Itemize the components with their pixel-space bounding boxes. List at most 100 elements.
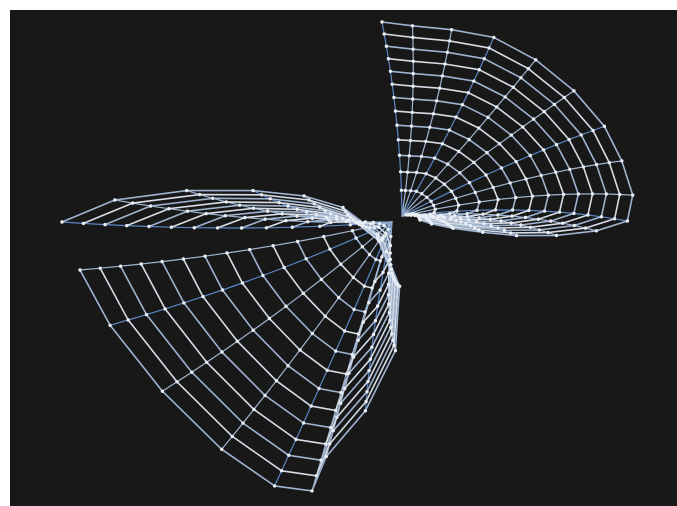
right-lobe-vertex: [382, 32, 386, 36]
right-lobe-vertex: [388, 69, 393, 73]
left-lobe-vertex: [319, 277, 324, 282]
left-lobe-vertex: [333, 408, 338, 413]
right-lobe-vertex: [477, 216, 481, 220]
left-lobe-vertex: [181, 257, 186, 261]
right-lobe-vertex: [524, 177, 528, 181]
right-lobe-vertex: [442, 182, 447, 186]
right-lobe-vertex: [523, 215, 528, 220]
left-lobe-vertex: [294, 437, 298, 442]
left-lobe-vertex: [243, 215, 247, 220]
right-lobe-vertex: [472, 79, 476, 83]
right-lobe-vertex: [405, 170, 410, 174]
right-lobe-vertex: [466, 91, 470, 95]
left-lobe-vertex: [378, 288, 382, 292]
left-lobe-vertex: [372, 226, 376, 230]
right-lobe-vertex: [467, 218, 471, 222]
right-lobe-vertex: [448, 212, 452, 216]
left-lobe-vertex: [388, 318, 392, 322]
left-lobe-vertex: [190, 370, 194, 374]
left-lobe-vertex: [364, 399, 368, 404]
left-lobe-vertex: [371, 220, 376, 225]
right-lobe-spoke: [401, 125, 606, 217]
left-lobe-vertex: [192, 226, 196, 230]
left-lobe-vertex: [389, 234, 393, 239]
right-lobe-vertex: [411, 47, 415, 51]
right-lobe-vertex: [583, 226, 588, 230]
right-lobe-vertex: [531, 117, 536, 121]
right-lobe-vertex: [541, 148, 546, 152]
3d-viewport[interactable]: [10, 10, 677, 506]
right-lobe-vertex: [477, 126, 481, 130]
right-lobe-vertex: [481, 230, 485, 234]
right-lobe-vertex: [594, 162, 599, 167]
left-lobe-vertex: [340, 217, 345, 221]
left-lobe-vertex: [274, 379, 279, 383]
left-lobe-vertex: [175, 380, 179, 384]
left-lobe-ring: [82, 193, 399, 477]
right-lobe-vertex: [414, 170, 419, 175]
left-lobe-vertex: [144, 312, 149, 317]
left-lobe-vertex: [118, 264, 123, 268]
right-lobe-vertex: [442, 216, 447, 220]
right-lobe-vertex: [625, 219, 630, 223]
left-lobe-vertex: [370, 286, 374, 290]
right-lobe-vertex: [484, 173, 488, 177]
left-lobe-vertex: [373, 279, 377, 284]
right-lobe-vertex: [536, 217, 540, 221]
left-lobe-vertex: [384, 231, 388, 236]
right-lobe-ring: [397, 139, 499, 219]
left-lobe-vertex: [388, 243, 392, 247]
right-lobe-vertex: [452, 214, 457, 218]
right-lobe-vertex: [465, 212, 469, 216]
right-lobe-vertex: [586, 213, 590, 217]
left-lobe-vertex: [264, 226, 269, 230]
left-lobe-vertex: [201, 294, 205, 299]
left-lobe-vertex: [113, 198, 117, 202]
right-lobe-vertex: [519, 223, 523, 227]
left-lobe-ring: [318, 220, 392, 289]
right-lobe-vertex: [530, 194, 535, 198]
left-lobe-vertex: [167, 207, 171, 211]
left-lobe-vertex: [378, 259, 382, 263]
right-lobe-vertex: [576, 192, 580, 196]
left-lobe-vertex: [317, 205, 322, 210]
right-lobe-vertex: [549, 219, 553, 223]
right-lobe-vertex: [440, 74, 445, 78]
left-lobe-vertex: [368, 357, 373, 361]
left-lobe-vertex: [160, 389, 165, 393]
left-lobe-vertex: [389, 263, 393, 267]
right-lobe-vertex: [510, 208, 515, 212]
left-lobe-vertex: [335, 217, 339, 221]
right-lobe-vertex: [440, 142, 445, 146]
left-lobe-vertex: [185, 188, 189, 193]
left-lobe-vertex: [369, 222, 373, 226]
right-lobe-vertex: [410, 110, 414, 115]
left-lobe-vertex: [327, 218, 331, 222]
right-lobe-vertex: [418, 218, 422, 222]
right-lobe-vertex: [487, 46, 491, 50]
right-lobe-vertex: [428, 125, 432, 129]
right-lobe-vertex: [472, 160, 476, 165]
left-lobe-vertex: [295, 214, 299, 218]
left-lobe-vertex: [304, 210, 309, 214]
left-lobe-vertex: [317, 386, 321, 391]
right-lobe-spoke: [401, 29, 453, 217]
right-lobe-vertex: [392, 95, 396, 100]
left-lobe-vertex: [314, 474, 319, 478]
right-lobe-vertex: [631, 193, 635, 197]
left-lobe-vertex: [390, 332, 394, 336]
wireframe-mesh[interactable]: [10, 10, 677, 506]
right-lobe-vertex: [514, 159, 518, 164]
left-lobe-vertex: [325, 368, 329, 372]
left-lobe-vertex: [387, 302, 391, 306]
left-lobe-vertex: [375, 304, 380, 308]
right-lobe-vertex: [457, 149, 461, 154]
left-lobe-vertex: [301, 291, 305, 295]
right-lobe-vertex: [572, 89, 576, 93]
mesh-vertices: [60, 20, 635, 493]
right-lobe-vertex: [432, 211, 436, 215]
left-lobe-vertex: [223, 214, 227, 218]
right-lobe-vertex: [546, 193, 550, 197]
left-lobe-vertex: [363, 220, 368, 224]
right-lobe-vertex: [433, 207, 437, 211]
